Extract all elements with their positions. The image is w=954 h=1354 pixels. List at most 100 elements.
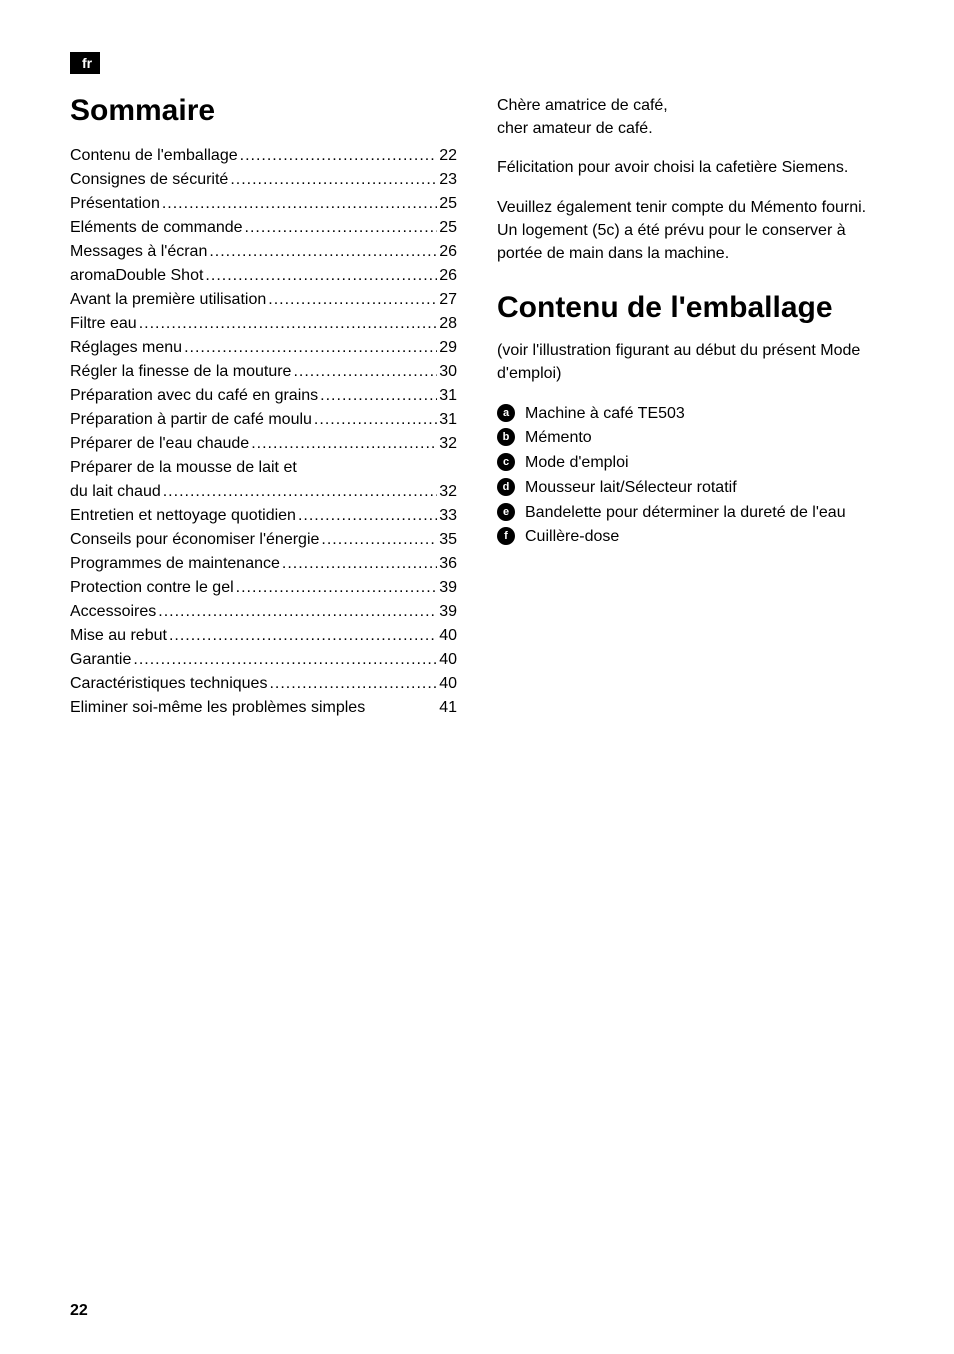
toc-row: Préparer de la mousse de lait et xyxy=(70,456,457,480)
toc-row: Eliminer soi-même les problèmes simples4… xyxy=(70,696,457,720)
toc-row: Préparation avec du café en grains 31 xyxy=(70,384,457,408)
toc-row: Consignes de sécurité 23 xyxy=(70,168,457,192)
toc-row: Eléments de commande 25 xyxy=(70,216,457,240)
toc-row: Préparation à partir de café moulu 31 xyxy=(70,408,457,432)
toc-leader-dots xyxy=(268,288,437,312)
toc-entry-label: Messages à l'écran xyxy=(70,240,207,264)
toc-heading: Sommaire xyxy=(70,94,457,128)
list-item-text: Bandelette pour déterminer la dureté de … xyxy=(525,501,884,526)
page-number: 22 xyxy=(70,1302,88,1320)
toc-entry-page: 29 xyxy=(439,336,457,360)
toc-leader-dots xyxy=(162,192,437,216)
list-item: bMémento xyxy=(497,426,884,451)
toc-leader-dots xyxy=(251,432,437,456)
toc-leader-dots xyxy=(133,648,437,672)
toc-entry-label: Accessoires xyxy=(70,600,156,624)
toc-entry-page: 25 xyxy=(439,216,457,240)
toc-entry-page: 41 xyxy=(439,696,457,720)
toc-leader-dots xyxy=(184,336,437,360)
toc-entry-label: Consignes de sécurité xyxy=(70,168,228,192)
toc-leader-dots xyxy=(205,264,437,288)
list-item-text: Mode d'emploi xyxy=(525,451,884,476)
toc-entry-label: Préparation avec du café en grains xyxy=(70,384,318,408)
list-item: a Machine à café TE503 xyxy=(497,402,884,427)
section-heading: Contenu de l'emballage xyxy=(497,291,884,325)
toc-entry-page: 39 xyxy=(439,600,457,624)
toc-row: Conseils pour économiser l'énergie35 xyxy=(70,528,457,552)
toc-entry-page: 35 xyxy=(439,528,457,552)
toc-entry-label: Préparer de la mousse de lait et xyxy=(70,456,297,480)
toc-leader-dots xyxy=(298,504,437,528)
list-item-text: Mousseur lait/Sélecteur rotatif xyxy=(525,476,884,501)
list-item: e Bandelette pour déterminer la dureté de… xyxy=(497,501,884,526)
toc-leader-dots xyxy=(209,240,437,264)
toc-leader-dots xyxy=(158,600,437,624)
list-bullet-icon: c xyxy=(497,453,515,471)
toc-row: Messages à l'écran 26 xyxy=(70,240,457,264)
table-of-contents: Contenu de l'emballage22Consignes de séc… xyxy=(70,144,457,720)
toc-entry-page: 30 xyxy=(439,360,457,384)
toc-leader-dots xyxy=(245,216,438,240)
toc-row: Protection contre le gel 39 xyxy=(70,576,457,600)
section-subtitle: (voir l'illustration figurant au début d… xyxy=(497,339,884,385)
toc-entry-label: aromaDouble Shot xyxy=(70,264,203,288)
toc-row: Garantie40 xyxy=(70,648,457,672)
list-bullet-icon: d xyxy=(497,478,515,496)
toc-entry-label: Avant la première utilisation xyxy=(70,288,266,312)
toc-entry-label: Eléments de commande xyxy=(70,216,243,240)
toc-leader-dots xyxy=(163,480,437,504)
list-bullet-icon: e xyxy=(497,503,515,521)
toc-entry-page: 39 xyxy=(439,576,457,600)
toc-leader-dots xyxy=(282,552,437,576)
toc-row: aromaDouble Shot26 xyxy=(70,264,457,288)
list-item-text: Machine à café TE503 xyxy=(525,402,884,427)
two-column-layout: Sommaire Contenu de l'emballage22Consign… xyxy=(70,94,884,720)
toc-entry-label: Caractéristiques techniques xyxy=(70,672,267,696)
list-item-text: Mémento xyxy=(525,426,884,451)
package-contents-list: a Machine à café TE503bMémento c Mode d'emp… xyxy=(497,402,884,551)
toc-leader-dots xyxy=(314,408,437,432)
intro-paragraph-2: Félicitation pour avoir choisi la cafeti… xyxy=(497,156,884,179)
intro-paragraph-1: Chère amatrice de café, cher amateur de … xyxy=(497,94,884,140)
toc-entry-page: 26 xyxy=(439,240,457,264)
list-item-text: Cuillère-dose xyxy=(525,525,884,550)
toc-row: Filtre eau 28 xyxy=(70,312,457,336)
toc-row: Avant la première utilisation 27 xyxy=(70,288,457,312)
toc-row: Régler la finesse de la mouture 30 xyxy=(70,360,457,384)
toc-row: Préparer de l'eau chaude32 xyxy=(70,432,457,456)
toc-entry-page: 31 xyxy=(439,408,457,432)
toc-row: Présentation 25 xyxy=(70,192,457,216)
toc-entry-page: 31 xyxy=(439,384,457,408)
toc-entry-label: Filtre eau xyxy=(70,312,137,336)
toc-leader-dots xyxy=(169,624,437,648)
toc-row: Accessoires 39 xyxy=(70,600,457,624)
toc-leader-dots xyxy=(269,672,437,696)
list-item: f Cuillère-dose xyxy=(497,525,884,550)
toc-entry-page: 23 xyxy=(439,168,457,192)
toc-leader-dots xyxy=(236,576,438,600)
toc-row: Réglages menu29 xyxy=(70,336,457,360)
toc-entry-page: 32 xyxy=(439,480,457,504)
toc-entry-page: 28 xyxy=(439,312,457,336)
toc-row: Entretien et nettoyage quotidien33 xyxy=(70,504,457,528)
toc-row: Caractéristiques techniques 40 xyxy=(70,672,457,696)
toc-entry-page: 40 xyxy=(439,672,457,696)
toc-leader-dots xyxy=(320,384,437,408)
toc-leader-dots xyxy=(230,168,437,192)
intro-paragraph-3: Veuillez également tenir compte du Mémen… xyxy=(497,196,884,266)
toc-entry-page: 33 xyxy=(439,504,457,528)
toc-entry-page: 27 xyxy=(439,288,457,312)
toc-entry-label: Préparation à partir de café moulu xyxy=(70,408,312,432)
toc-entry-label: Protection contre le gel xyxy=(70,576,234,600)
left-column: Sommaire Contenu de l'emballage22Consign… xyxy=(70,94,457,720)
toc-leader-dots xyxy=(240,144,438,168)
toc-entry-page: 22 xyxy=(439,144,457,168)
toc-leader-dots xyxy=(139,312,438,336)
list-item: c Mode d'emploi xyxy=(497,451,884,476)
toc-entry-page: 25 xyxy=(439,192,457,216)
toc-entry-label: Régler la finesse de la mouture xyxy=(70,360,291,384)
list-bullet-icon: f xyxy=(497,527,515,545)
list-bullet-icon: a xyxy=(497,404,515,422)
toc-leader-dots xyxy=(293,360,437,384)
toc-entry-label: Présentation xyxy=(70,192,160,216)
